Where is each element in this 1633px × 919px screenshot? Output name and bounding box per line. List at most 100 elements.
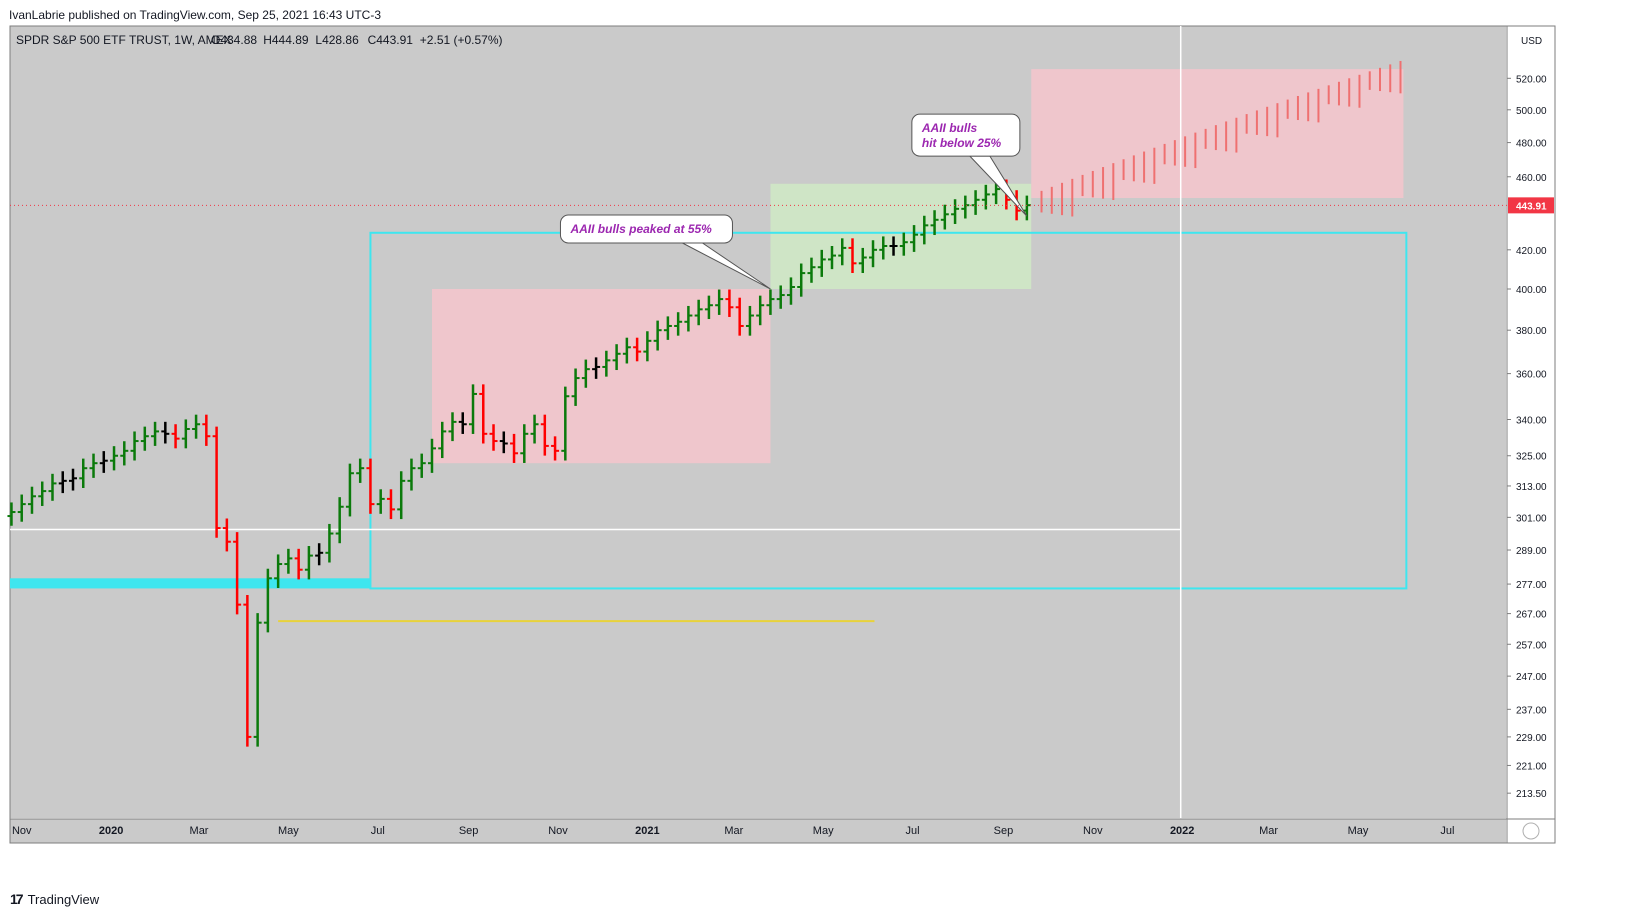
ohlc-bar xyxy=(756,295,765,326)
ohlc-bar xyxy=(551,436,560,461)
ohlc-bar xyxy=(7,502,16,526)
annotation-callout: AAII bulls peaked at 55% xyxy=(559,214,771,290)
ohlc-bar xyxy=(27,486,36,514)
price-axis: 520.00 500.00 480.00 460.00 420.00 400.00 380.… xyxy=(1507,36,1554,800)
ohlc-bar xyxy=(294,548,303,580)
y-tick-label: 400.00 xyxy=(1516,285,1547,296)
last-price-label: 443.91 xyxy=(1516,201,1547,212)
ohlc-readout-value: L428.86 xyxy=(315,33,359,47)
ohlc-bar xyxy=(58,471,67,494)
ohlc-bar xyxy=(571,368,580,406)
ohlc-bar xyxy=(920,215,929,245)
ohlc-bars xyxy=(7,179,1031,747)
publisher-line: IvanLabrie published on TradingView.com,… xyxy=(9,8,382,22)
ohlc-bar xyxy=(776,285,785,309)
ohlc-bar xyxy=(315,543,324,566)
ohlc-bar xyxy=(643,331,652,362)
ohlc-bar xyxy=(356,458,365,483)
last-price-tag xyxy=(1508,197,1554,214)
tradingview-logo[interactable]: 17 TradingView xyxy=(10,889,99,909)
ohlc-bar xyxy=(715,289,724,315)
y-tick-label: 213.50 xyxy=(1516,789,1547,800)
y-tick-label: 221.00 xyxy=(1516,761,1547,772)
y-tick-label: 325.00 xyxy=(1516,452,1547,463)
y-tick-label: 313.00 xyxy=(1516,482,1547,493)
ohlc-bar xyxy=(704,295,713,320)
y-tick-label: 301.00 xyxy=(1516,513,1547,524)
ohlc-bar xyxy=(899,232,908,256)
ohlc-bar xyxy=(674,312,683,336)
ohlc-bar xyxy=(817,249,826,277)
ohlc-bar xyxy=(520,424,529,463)
projection-bars xyxy=(1040,60,1402,217)
ohlc-bar xyxy=(869,240,878,268)
ohlc-bar xyxy=(602,350,611,377)
ohlc-bar xyxy=(858,247,867,274)
ohlc-bar xyxy=(335,497,344,544)
ohlc-bar xyxy=(304,546,313,580)
cyan_box xyxy=(369,231,1408,590)
ohlc-bar xyxy=(181,419,190,449)
ohlc-bar xyxy=(807,257,816,283)
x-tick-label: Jul xyxy=(371,825,385,837)
y-tick-label: 257.00 xyxy=(1516,640,1547,651)
ohlc-bar xyxy=(592,357,601,379)
ohlc-bar xyxy=(889,236,898,256)
ohlc-bar xyxy=(530,414,539,444)
ohlc-bar xyxy=(458,412,467,434)
y-tick-label: 340.00 xyxy=(1516,416,1547,427)
y-tick-label: 520.00 xyxy=(1516,74,1547,85)
ohlc-bar xyxy=(848,238,857,274)
ohlc-bar xyxy=(438,421,447,459)
x-tick-label: Nov xyxy=(548,825,568,837)
ohlc-bar xyxy=(222,518,231,552)
y-tick-label: 267.00 xyxy=(1516,610,1547,621)
y-tick-label: 289.00 xyxy=(1516,546,1547,557)
y-tick-label: 480.00 xyxy=(1516,139,1547,150)
ohlc-bar xyxy=(427,438,436,473)
y-tick-label: 380.00 xyxy=(1516,326,1547,337)
ohlc-bar xyxy=(376,489,385,514)
ohlc-bar xyxy=(110,446,119,471)
ohlc-bar xyxy=(38,481,47,506)
ohlc-bar xyxy=(489,424,498,451)
ohlc-bar xyxy=(838,238,847,266)
ohlc-bar xyxy=(253,613,262,747)
ohlc-bar xyxy=(120,441,129,466)
ohlc-bar xyxy=(940,204,949,230)
callout-box xyxy=(559,214,733,244)
ohlc-bar xyxy=(407,458,416,491)
x-tick-label: Sep xyxy=(994,825,1014,837)
ohlc-readout-value: O434.88 xyxy=(211,33,257,47)
ohlc-bar xyxy=(694,299,703,326)
y-tick-label: 229.00 xyxy=(1516,733,1547,744)
ohlc-bar xyxy=(448,412,457,442)
ohlc-bar xyxy=(397,471,406,520)
ohlc-bar xyxy=(951,199,960,224)
ohlc-bar xyxy=(79,458,88,488)
ohlc-bar xyxy=(192,414,201,439)
ohlc-readout-value: C443.91 xyxy=(368,33,414,47)
ohlc-bar xyxy=(202,414,211,446)
ohlc-bar xyxy=(910,225,919,252)
ohlc-bar xyxy=(469,384,478,434)
currency-label: USD xyxy=(1521,36,1542,47)
ohlc-bar xyxy=(386,489,395,520)
ohlc-bar xyxy=(151,421,160,446)
ohlc-readout-value: +2.51 (+0.57%) xyxy=(420,33,503,47)
pink_projection xyxy=(1031,69,1404,198)
ohlc-bar xyxy=(48,473,57,501)
x-tick-label: 2022 xyxy=(1170,825,1194,837)
pink_zone_2020 xyxy=(431,288,771,464)
ohlc-bar xyxy=(499,431,508,454)
ohlc-bar xyxy=(879,236,888,260)
ohlc-bar xyxy=(479,384,488,444)
y-tick-label: 500.00 xyxy=(1516,106,1547,117)
x-tick-label: Mar xyxy=(190,825,209,837)
ohlc-bar xyxy=(745,305,754,336)
x-tick-label: May xyxy=(813,825,834,837)
